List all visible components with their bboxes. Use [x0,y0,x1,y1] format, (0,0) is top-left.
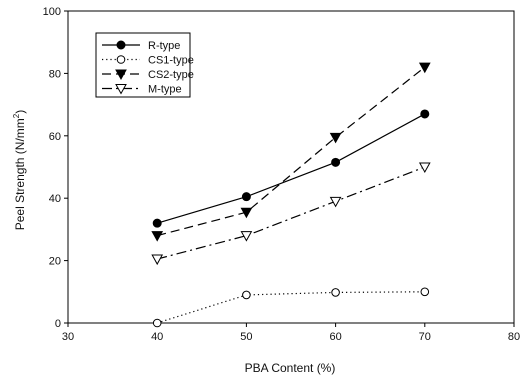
y-axis-title-close: ) [13,110,27,114]
x-tick-label: 30 [62,331,74,343]
x-tick-label: 70 [419,331,431,343]
legend-marker [116,55,126,64]
data-point [152,318,162,328]
legend-marker [116,40,126,50]
legend-label: CS2-type [148,69,194,81]
data-point [331,157,341,167]
tick-marks [64,10,515,327]
data-point [420,109,430,119]
data-point [331,288,340,297]
series-line-1 [157,113,426,224]
data-point [151,254,164,266]
tick-labels: 30 40 50 60 70 80 0 20 40 60 80 100 [43,6,520,343]
y-tick-label: 80 [49,68,61,80]
y-tick-label: 40 [49,193,61,205]
series-lines [157,66,426,324]
legend-label: CS1-type [148,55,194,67]
data-point [418,62,431,74]
legend-label: M-type [148,84,182,96]
y-tick-label: 20 [49,256,61,268]
y-tick-label: 0 [55,318,61,330]
data-point [240,207,253,219]
y-axis-title-superscript: 2 [12,113,21,118]
x-tick-label: 80 [508,331,520,343]
data-point [151,231,164,242]
y-tick-label: 60 [49,131,61,143]
x-axis-title: PBA Content (%) [245,361,336,375]
legend-marker [115,69,127,81]
x-tick-label: 60 [329,331,341,343]
series-line-4 [157,166,426,260]
x-tick-label: 40 [151,331,163,343]
plot-frame [67,10,515,324]
data-point [241,192,251,202]
series-line-2 [157,291,425,324]
x-tick-label: 50 [240,331,252,343]
data-point [152,218,162,228]
y-tick-label: 100 [43,6,61,18]
data-point [420,287,430,297]
legend-box [95,32,191,98]
y-axis-title: Peel Strength (N/mm2) [12,110,27,231]
data-point [242,290,251,300]
data-point [329,196,342,208]
data-point [240,231,253,242]
y-axis-title-main: Peel Strength (N/mm [13,118,27,230]
series-markers [151,62,431,328]
legend-marker [115,84,127,95]
data-point [418,162,431,174]
axes [67,10,515,324]
legend-label: R-type [148,40,180,52]
data-point [329,132,342,144]
series-line-3 [157,66,426,237]
legend: R-type CS1-type CS2-type M-type [95,32,194,98]
